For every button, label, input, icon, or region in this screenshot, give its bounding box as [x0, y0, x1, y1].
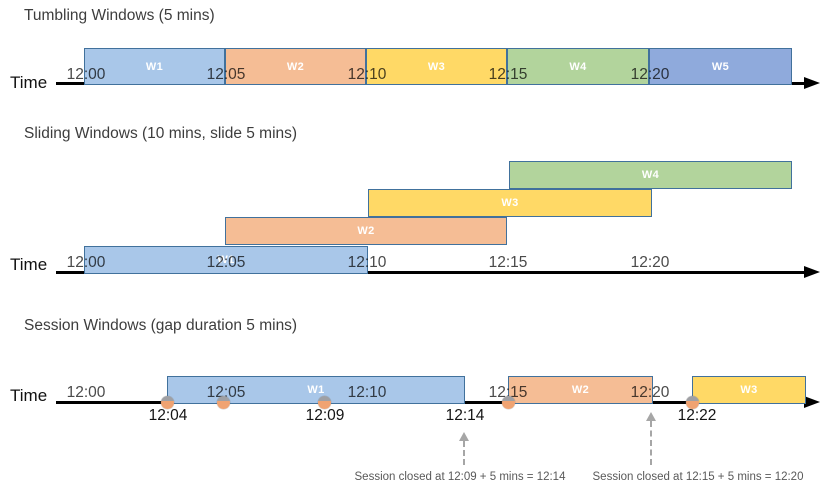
window-label: W2 — [571, 384, 590, 396]
tumbling-window-w2: W2 — [225, 48, 366, 85]
section-title-tumbling: Tumbling Windows (5 mins) — [24, 7, 215, 24]
time-axis-label-tumbling: Time — [10, 73, 48, 92]
event-time-label: 12:04 — [148, 407, 188, 424]
tick-label: 12:20 — [630, 66, 670, 83]
sliding-window-w1: W1 — [84, 246, 368, 274]
session-window-w1: W1 — [167, 376, 465, 404]
event-time-label: 12:09 — [305, 407, 345, 424]
sliding-window-w3: W3 — [368, 189, 652, 217]
sliding-window-w4: W4 — [509, 161, 792, 189]
dashed-line — [463, 441, 465, 465]
window-label: W3 — [501, 197, 519, 209]
section-title-sliding: Sliding Windows (10 mins, slide 5 mins) — [24, 125, 298, 142]
session-close-note: Session closed at 12:15 + 5 mins = 12:20 — [592, 471, 804, 483]
tumbling-window-w4: W4 — [507, 48, 649, 85]
window-label: W2 — [357, 225, 375, 237]
event-dot — [686, 396, 699, 409]
tick-label: 12:05 — [206, 384, 246, 401]
sliding-window-w2: W2 — [225, 217, 507, 245]
window-label: W1 — [217, 254, 235, 266]
tick-label: 12:15 — [488, 384, 528, 401]
window-label: W2 — [286, 60, 305, 73]
session-window-w2: W2 — [508, 376, 653, 404]
tick-label: 12:05 — [206, 66, 246, 83]
tick-label: 12:00 — [66, 254, 106, 271]
window-label: W1 — [145, 60, 164, 73]
tick-label: 12:00 — [66, 384, 106, 401]
dashed-line — [650, 421, 652, 465]
arrow-up-icon — [459, 432, 469, 441]
event-dot — [217, 396, 230, 409]
time-axis-label-session: Time — [10, 386, 48, 405]
window-label: W4 — [569, 60, 587, 73]
event-time-label: 12:14 — [445, 407, 485, 424]
arrow-up-icon — [646, 412, 656, 421]
time-axis-label-sliding: Time — [10, 255, 48, 274]
event-time-label: 12:22 — [677, 407, 717, 424]
window-label: W3 — [740, 384, 758, 396]
session-close-note: Session closed at 12:09 + 5 mins = 12:14 — [354, 471, 566, 483]
tick-label: 12:20 — [630, 254, 670, 271]
tick-label: 12:00 — [66, 66, 106, 83]
time-axis-sliding — [56, 271, 806, 274]
section-title-session: Session Windows (gap duration 5 mins) — [24, 317, 298, 334]
tumbling-window-w3: W3 — [366, 48, 507, 85]
event-dot — [161, 396, 174, 409]
event-dot — [502, 396, 515, 409]
tumbling-window-w5: W5 — [649, 48, 792, 85]
window-label: W3 — [427, 60, 446, 73]
session-window-w3: W3 — [692, 376, 806, 404]
window-label: W1 — [307, 384, 325, 396]
window-label: W5 — [711, 60, 730, 73]
tick-label: 12:05 — [206, 254, 246, 271]
tick-label: 12:10 — [347, 254, 387, 271]
tick-label: 12:10 — [347, 66, 387, 83]
arrow-right-icon — [804, 266, 820, 278]
tumbling-window-w1: W1 — [84, 48, 225, 85]
arrow-right-icon — [804, 77, 820, 89]
event-dot — [318, 396, 331, 409]
tick-label: 12:10 — [347, 384, 387, 401]
tick-label: 12:15 — [488, 254, 528, 271]
window-label: W4 — [641, 169, 660, 181]
arrow-right-icon — [804, 396, 820, 408]
tick-label: 12:15 — [488, 66, 528, 83]
tick-label: 12:20 — [630, 384, 670, 401]
